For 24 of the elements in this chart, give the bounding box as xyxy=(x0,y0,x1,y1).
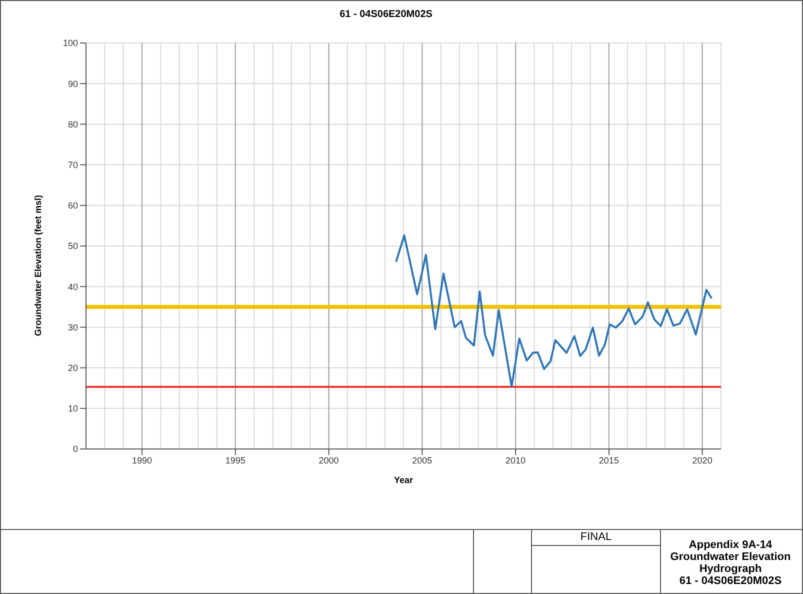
x-tick-label: 2020 xyxy=(692,455,712,466)
x-tick-label: 2015 xyxy=(598,455,619,466)
y-axis-title: Groundwater Elevation (feet msl) xyxy=(33,194,44,336)
y-tick-label: 80 xyxy=(68,119,78,130)
text: Appendix 9A-14 Groundwater Elevation Hydrograph 61 - 04S06E20M02S xyxy=(669,539,792,587)
x-tick-label: 1995 xyxy=(225,455,246,466)
y-tick-label: 90 xyxy=(68,78,78,89)
y-tick-label: 40 xyxy=(68,282,78,292)
x-tick-label: 2000 xyxy=(318,455,339,466)
text: FINAL xyxy=(532,529,660,546)
x-axis-title: Year xyxy=(394,475,414,485)
y-tick-label: 60 xyxy=(68,200,78,211)
x-tick-label: 2010 xyxy=(506,455,526,466)
line-series xyxy=(395,234,713,388)
y-tick-label: 30 xyxy=(68,322,78,332)
y-tick-label: 20 xyxy=(68,362,78,373)
y-tick-label: 0 xyxy=(72,444,78,454)
y-tick-label: 50 xyxy=(68,241,78,252)
x-tick-label: 1990 xyxy=(132,455,152,466)
y-tick-label: 70 xyxy=(68,160,78,170)
chart-title: 61 - 04S06E20M02S xyxy=(338,9,434,20)
x-tick-label: 2005 xyxy=(412,455,432,466)
y-tick-label: 10 xyxy=(68,404,78,414)
y-tick-label: 100 xyxy=(62,38,78,48)
